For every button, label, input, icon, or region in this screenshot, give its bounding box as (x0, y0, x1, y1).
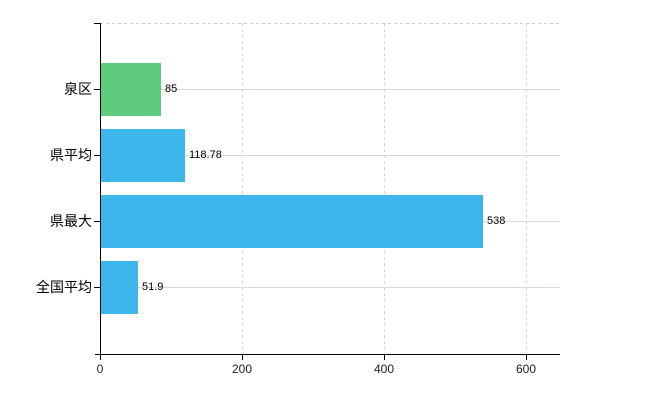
x-tick-label: 0 (96, 362, 104, 376)
value-label: 85 (165, 83, 178, 95)
x-axis-line (95, 354, 560, 355)
vertical-gridline (526, 23, 527, 354)
value-label: 51.9 (142, 281, 164, 293)
y-axis-tick (94, 23, 100, 24)
vertical-gridline (384, 23, 385, 354)
x-axis-tick (526, 355, 527, 360)
y-axis-line (100, 23, 101, 355)
value-label: 118.78 (189, 149, 222, 161)
horizontal-gridline (101, 287, 560, 288)
category-label: 県平均 (50, 147, 92, 163)
y-axis-tick (94, 287, 100, 288)
plot-top-border (100, 23, 560, 24)
x-axis-tick (100, 355, 101, 360)
category-label: 泉区 (64, 81, 92, 97)
bar-2 (101, 129, 185, 182)
bar-1 (101, 63, 161, 116)
x-axis-tick (384, 355, 385, 360)
bar-4 (101, 261, 138, 314)
bar-3 (101, 195, 483, 248)
x-tick-label: 400 (373, 362, 395, 376)
value-label: 538 (487, 215, 506, 227)
vertical-gridline (242, 23, 243, 354)
x-tick-label: 200 (231, 362, 253, 376)
category-label: 全国平均 (36, 279, 92, 295)
category-label: 県最大 (50, 213, 92, 229)
x-tick-label: 600 (515, 362, 537, 376)
x-axis-tick (242, 355, 243, 360)
y-axis-tick (94, 155, 100, 156)
y-axis-tick (94, 221, 100, 222)
horizontal-gridline (101, 155, 560, 156)
y-axis-tick (94, 89, 100, 90)
horizontal-gridline (101, 89, 560, 90)
